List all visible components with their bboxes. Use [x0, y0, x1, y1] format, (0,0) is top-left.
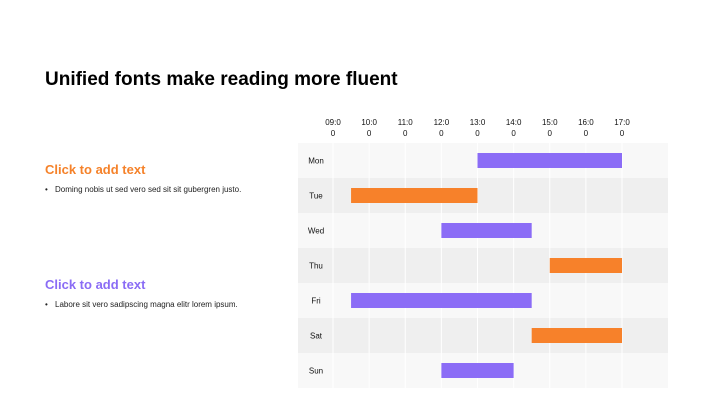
text-section-1: Click to add text • Doming nobis ut sed … [45, 162, 260, 195]
day-label: Sat [310, 332, 323, 341]
slide-title: Unified fonts make reading more fluent [45, 69, 398, 90]
time-tick-label: 12:0 0 [434, 118, 450, 138]
gantt-bar [477, 153, 622, 168]
day-label: Mon [308, 157, 324, 166]
gantt-bar [441, 363, 514, 378]
day-label: Fri [311, 297, 321, 306]
bullet-text-2[interactable]: Labore sit vero sadipscing magna elitr l… [55, 300, 238, 309]
bullet-dot-icon: • [45, 300, 48, 309]
text-section-2: Click to add text • Labore sit vero sadi… [45, 277, 260, 310]
section-heading-2[interactable]: Click to add text [45, 277, 146, 292]
gantt-bar [441, 223, 532, 238]
time-tick-label: 16:0 0 [578, 118, 594, 138]
gantt-bar [351, 188, 478, 203]
time-tick-label: 14:0 0 [506, 118, 522, 138]
day-label: Sun [309, 367, 323, 376]
gantt-bar [531, 328, 622, 343]
day-label: Thu [309, 262, 323, 271]
time-tick-label: 17:0 0 [614, 118, 630, 138]
bullet-item-1: • Doming nobis ut sed vero sed sit sit g… [45, 184, 260, 195]
bullet-item-2: • Labore sit vero sadipscing magna elitr… [45, 299, 260, 310]
time-tick-label: 15:0 0 [542, 118, 558, 138]
time-tick-label: 11:0 0 [398, 118, 414, 138]
gantt-bar [351, 293, 532, 308]
gantt-bar [549, 258, 622, 273]
time-tick-label: 13:0 0 [470, 118, 486, 138]
bullet-text-1[interactable]: Doming nobis ut sed vero sed sit sit gub… [55, 185, 242, 194]
section-heading-1[interactable]: Click to add text [45, 162, 146, 177]
day-label: Tue [309, 192, 323, 201]
time-tick-label: 10:0 0 [361, 118, 377, 138]
bullet-dot-icon: • [45, 185, 48, 194]
day-label: Wed [308, 227, 324, 236]
time-tick-label: 09:0 0 [325, 118, 341, 138]
